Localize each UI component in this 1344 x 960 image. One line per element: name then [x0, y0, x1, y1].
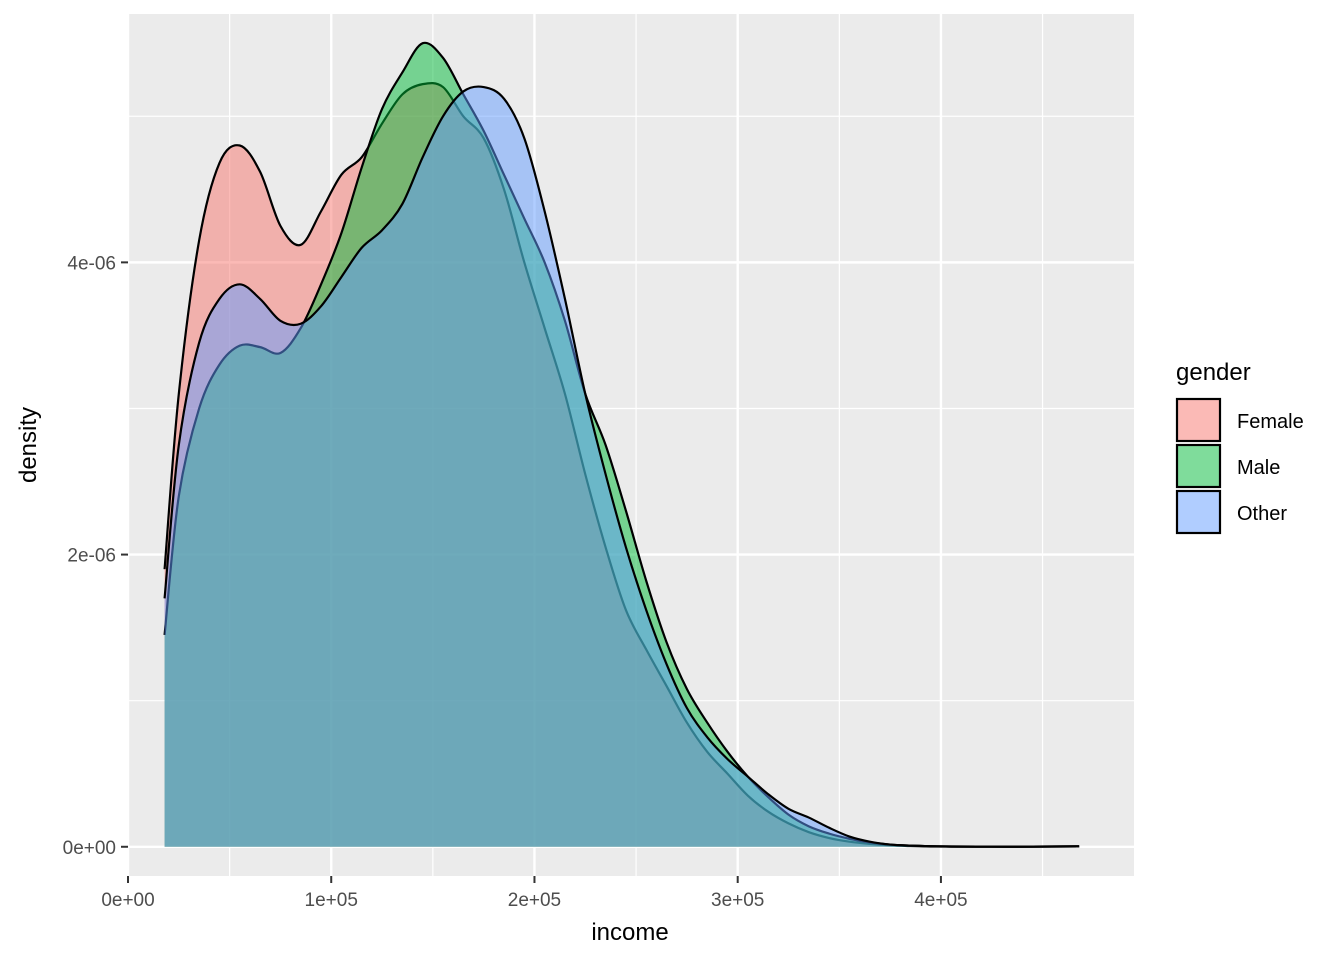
x-tick-label: 1e+05: [305, 890, 358, 911]
legend: gender Female Male Other: [1175, 359, 1304, 535]
legend-label-female: Female: [1237, 411, 1304, 433]
x-tick-label: 0e+00: [101, 890, 154, 911]
density-line-other: [163, 85, 1080, 848]
legend-key-other: [1175, 489, 1222, 535]
x-tick-label: 2e+05: [508, 890, 561, 911]
legend-key-female: [1175, 397, 1222, 443]
density-areas: [163, 41, 1080, 848]
y-tick-label: 2e-06: [67, 546, 116, 567]
axes: 0e+00 1e+05 2e+05 3e+05 4e+05 0e+00 2e-06 4e-06: [63, 253, 968, 911]
legend-label-male: Male: [1237, 457, 1280, 479]
x-axis-title: income: [591, 919, 668, 946]
x-tick-label: 3e+05: [711, 890, 764, 911]
y-tick-label: 0e+00: [63, 838, 116, 859]
legend-title: gender: [1176, 359, 1251, 386]
y-axis-title: density: [15, 407, 42, 483]
legend-key-male: [1175, 443, 1222, 489]
y-tick-label: 4e-06: [67, 253, 116, 274]
x-tick-label: 4e+05: [914, 890, 967, 911]
legend-label-other: Other: [1237, 503, 1287, 525]
density-area-other: [164, 86, 1080, 847]
